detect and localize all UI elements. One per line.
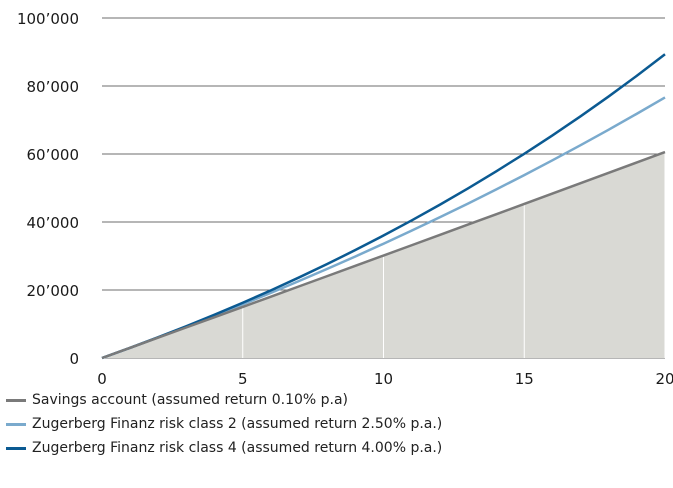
x-axis-tick-labels: 0 5 10 15 20 [97, 370, 673, 388]
x-tick-label-4: 20 [655, 370, 673, 388]
legend-label-risk-class-2: Zugerberg Finanz risk class 2 (assumed r… [32, 416, 443, 432]
legend-item-risk-class-4: Zugerberg Finanz risk class 4 (assumed r… [6, 436, 442, 460]
y-tick-label-1: 20’000 [27, 282, 80, 300]
legend-label-risk-class-4: Zugerberg Finanz risk class 4 (assumed r… [32, 440, 443, 456]
x-tick-label-1: 5 [238, 370, 248, 388]
y-tick-label-4: 80’000 [27, 78, 80, 96]
legend-label-savings: Savings account (assumed return 0.10% p.… [32, 392, 349, 408]
savings-line [101, 150, 666, 360]
risk-class-4-line [101, 53, 666, 360]
line-chart: 0 20’000 40’000 60’000 80’000 100’000 0 5 10 15 2… [17, 10, 673, 388]
legend-swatch-risk-class-2 [6, 422, 26, 426]
x-tick-label-0: 0 [97, 370, 107, 388]
y-tick-label-2: 40’000 [27, 214, 80, 232]
legend-swatch-risk-class-4 [6, 446, 26, 450]
x-tick-label-2: 10 [374, 370, 393, 388]
legend-item-risk-class-2: Zugerberg Finanz risk class 2 (assumed r… [6, 412, 442, 436]
series-lines [101, 53, 666, 360]
y-tick-label-5: 100’000 [17, 10, 79, 28]
y-axis-tick-labels: 0 20’000 40’000 60’000 80’000 100’000 [17, 10, 79, 368]
area-fill-layer [102, 152, 666, 358]
y-tick-label-3: 60’000 [27, 146, 80, 164]
x-tick-label-3: 15 [515, 370, 534, 388]
legend-item-savings: Savings account (assumed return 0.10% p.… [6, 388, 442, 412]
legend-swatch-savings [6, 398, 26, 402]
legend: Savings account (assumed return 0.10% p.… [6, 388, 442, 460]
y-tick-label-0: 0 [69, 350, 79, 368]
